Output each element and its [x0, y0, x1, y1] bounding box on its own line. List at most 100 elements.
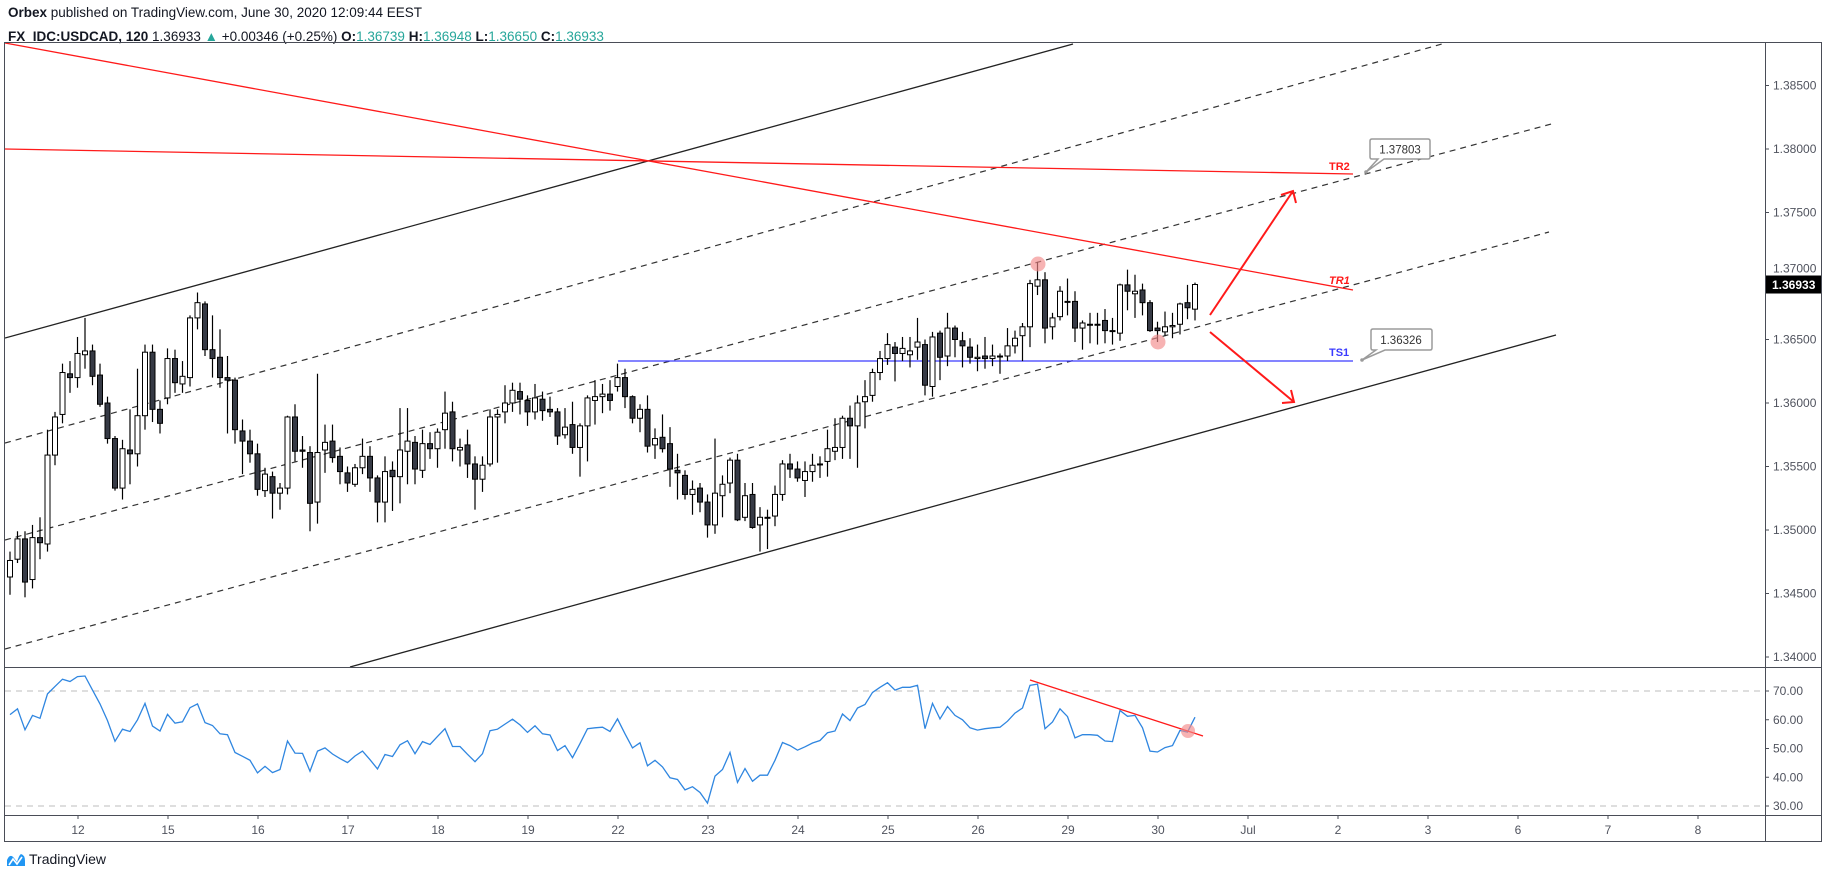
time-tick-label: 16 [251, 823, 265, 837]
candle-body [712, 492, 718, 526]
tradingview-logo[interactable]: TradingView [6, 851, 106, 867]
candle-body [434, 431, 441, 450]
candle-bullish [1132, 274, 1138, 318]
time-axis[interactable]: 12 15 16 17 18 19 22 23 24 25 26 29 30 Jul 2 3 6 7 8 [71, 815, 1702, 837]
last-price-badge [1766, 275, 1821, 294]
candle-body [539, 398, 546, 412]
candle-body [1184, 302, 1191, 309]
candle-bearish [367, 446, 373, 492]
candle-body [764, 516, 771, 519]
candle-bearish [299, 436, 306, 468]
candle-body [262, 473, 268, 492]
candle-bullish [352, 463, 358, 487]
candle-body [14, 538, 21, 560]
time-tick-label: 18 [431, 823, 445, 837]
candle-bullish [1087, 312, 1093, 344]
candle-bullish [839, 415, 846, 459]
rsi-axis[interactable]: 70.00 60.00 50.00 40.00 30.00 [1765, 684, 1803, 813]
candle-body [592, 396, 598, 401]
candle-bullish [509, 382, 516, 412]
candle-body [907, 350, 913, 356]
tr2-price-callout[interactable]: 1.37803 [1364, 138, 1431, 174]
candle-bearish [524, 395, 531, 426]
candle-bullish [179, 361, 186, 393]
rsi-trendline[interactable] [1029, 679, 1204, 737]
candle-bullish [877, 350, 883, 381]
candle-bearish [539, 391, 546, 421]
candle-body [502, 402, 508, 413]
author-name[interactable]: Orbex [8, 5, 48, 20]
last-price-badge-text: 1.36933 [1772, 278, 1816, 292]
candle-body [997, 355, 1003, 358]
candle-body [412, 441, 418, 470]
candle-body [607, 393, 613, 401]
candle-body [359, 455, 366, 469]
candle-body [809, 464, 816, 473]
channel-mid-dashed-2[interactable] [5, 122, 1556, 541]
candle-body [817, 463, 823, 466]
price-axis[interactable]: 1.38500 1.38000 1.37500 1.37000 1.36500 1.360… [1765, 79, 1821, 665]
candle-bullish [809, 453, 816, 482]
price-tick-label: 1.35000 [1773, 523, 1817, 537]
candle-bearish [1072, 291, 1078, 343]
candle-bearish [157, 400, 163, 434]
candle-body [329, 440, 336, 459]
candle-bearish [704, 494, 711, 538]
candle-bearish [472, 456, 478, 510]
rsi-break-marker [1181, 724, 1195, 738]
candle-bullish [59, 363, 66, 424]
low-label: L: [475, 29, 489, 44]
candle-body [824, 448, 831, 462]
channel-mid-dashed-3[interactable] [5, 231, 1550, 650]
candle-bearish [794, 461, 801, 482]
candle-body [869, 372, 876, 396]
ts1-callout-text: 1.36326 [1380, 335, 1422, 347]
candle-body [1034, 279, 1041, 287]
bearish-arrow[interactable] [1209, 331, 1296, 404]
channel-upper-line[interactable] [5, 43, 1074, 339]
candle-body [172, 358, 178, 384]
time-tick-label: 15 [161, 823, 175, 837]
candle-bearish [959, 331, 966, 368]
candle-bullish [164, 348, 171, 405]
candle-body [967, 346, 973, 358]
candle-body [104, 402, 111, 440]
candle-body [397, 449, 403, 478]
time-tick-label: 3 [1425, 823, 1432, 837]
candle-bearish [554, 408, 561, 445]
candle-body [982, 355, 988, 360]
channel-lower-line[interactable] [349, 334, 1557, 667]
candle-body [239, 430, 246, 442]
candle-bullish [14, 531, 21, 564]
tradingview-brand: TradingView [29, 851, 107, 867]
candle-body [254, 453, 261, 490]
candle-bullish [824, 429, 831, 477]
time-tick-label: 26 [971, 823, 985, 837]
ts1-price-callout[interactable]: 1.36326 [1360, 328, 1433, 362]
candle-body [697, 487, 703, 503]
tr1-resistance-line[interactable] [5, 43, 1354, 291]
candle-bullish [1094, 312, 1101, 345]
price-tick-label: 1.34500 [1773, 587, 1817, 601]
tr2-label: TR2 [1329, 161, 1350, 173]
tr2-resistance-line[interactable] [5, 148, 1354, 175]
candle-bullish [719, 475, 726, 518]
bullish-arrow[interactable] [1209, 189, 1297, 316]
candle-body [734, 459, 741, 521]
candle-bullish [74, 336, 81, 388]
tradingview-logo-icon [7, 854, 25, 866]
candle-bearish [112, 436, 118, 491]
candle-body [682, 474, 688, 495]
time-tick-label: Jul [1240, 823, 1255, 837]
candle-body [659, 436, 666, 450]
candle-bearish [629, 395, 636, 424]
candle-bearish [209, 315, 216, 378]
candle-bullish [974, 344, 981, 372]
candle-bearish [982, 336, 988, 369]
candle-bearish [67, 361, 73, 393]
candle-bearish [254, 443, 261, 496]
candle-bullish [862, 380, 868, 429]
candle-body [427, 443, 433, 450]
time-tick-label: 25 [881, 823, 895, 837]
